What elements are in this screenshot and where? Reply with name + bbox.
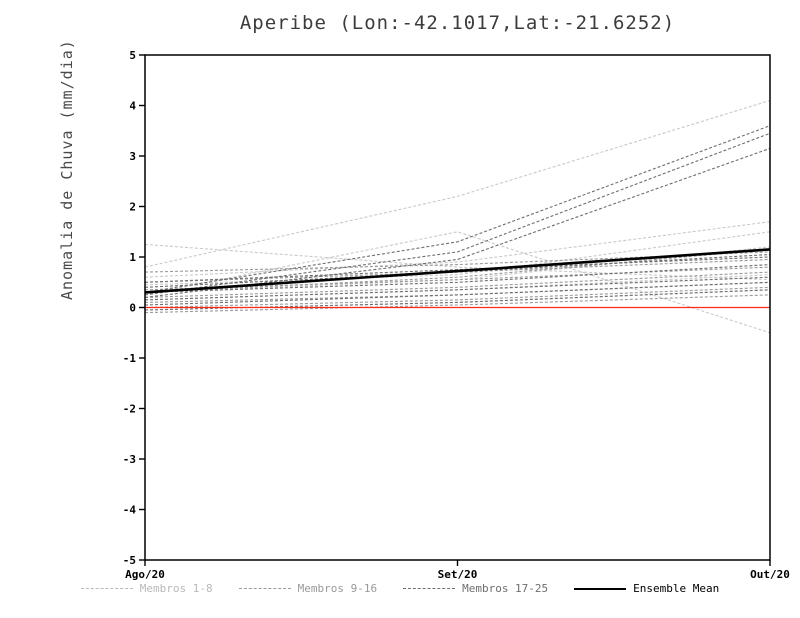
member-line-group1 bbox=[144, 99, 771, 268]
member-line-group3 bbox=[144, 256, 771, 283]
member-line-group3 bbox=[144, 264, 771, 293]
member-line-group2 bbox=[144, 271, 771, 298]
legend-label: Membros 17-25 bbox=[462, 582, 549, 595]
legend-entry-ensemble-mean: Ensemble Mean bbox=[574, 582, 719, 595]
x-tick-label: Set/20 bbox=[438, 568, 478, 581]
dashed-line-sample bbox=[80, 588, 133, 589]
legend-entry-membros-17-25: Membros 17-25 bbox=[403, 582, 548, 595]
chart-legend: Membros 1-8 Membros 9-16 Membros 17-25 E… bbox=[0, 582, 800, 595]
y-tick-label: -4 bbox=[123, 504, 137, 517]
x-tick-label: Out/20 bbox=[750, 568, 790, 581]
legend-label: Membros 9-16 bbox=[297, 582, 378, 595]
y-tick-label: 0 bbox=[129, 302, 136, 315]
y-tick-label: -3 bbox=[123, 453, 136, 466]
member-line-group1 bbox=[144, 243, 771, 281]
dashed-line-sample bbox=[403, 588, 456, 589]
member-line-group2 bbox=[144, 294, 771, 314]
y-tick-label: -2 bbox=[123, 403, 136, 416]
y-tick-label: -5 bbox=[123, 554, 136, 567]
member-line-group3 bbox=[144, 276, 771, 301]
member-line-group1 bbox=[144, 231, 771, 334]
member-line-group1 bbox=[144, 231, 771, 286]
ensemble-mean-line bbox=[144, 248, 771, 294]
member-line-group3 bbox=[144, 289, 771, 311]
legend-label: Membros 1-8 bbox=[139, 582, 213, 595]
x-tick-label: Ago/20 bbox=[125, 568, 165, 581]
y-tick-label: 1 bbox=[129, 251, 136, 264]
member-line-group1 bbox=[144, 221, 771, 278]
member-line-group3 bbox=[144, 147, 771, 298]
y-tick-label: 2 bbox=[129, 201, 136, 214]
chart-title: Aperibe (Lon:-42.1017,Lat:-21.6252) bbox=[239, 12, 676, 34]
y-tick-label: 5 bbox=[129, 49, 136, 62]
legend-label: Ensemble Mean bbox=[633, 582, 720, 595]
member-line-group2 bbox=[144, 266, 771, 291]
member-line-group3 bbox=[144, 132, 771, 296]
legend-entry-membros-1-8: Membros 1-8 bbox=[80, 582, 213, 595]
solid-line-sample bbox=[574, 587, 627, 590]
y-tick-label: 4 bbox=[129, 100, 136, 113]
member-line-group3 bbox=[144, 281, 771, 306]
y-tick-label: 3 bbox=[129, 150, 136, 163]
member-line-group2 bbox=[144, 248, 771, 293]
member-line-group3 bbox=[144, 125, 771, 293]
dashed-line-sample bbox=[238, 588, 291, 589]
legend-entry-membros-9-16: Membros 9-16 bbox=[238, 582, 378, 595]
member-line-group2 bbox=[144, 286, 771, 309]
y-tick-label: -1 bbox=[123, 352, 137, 365]
